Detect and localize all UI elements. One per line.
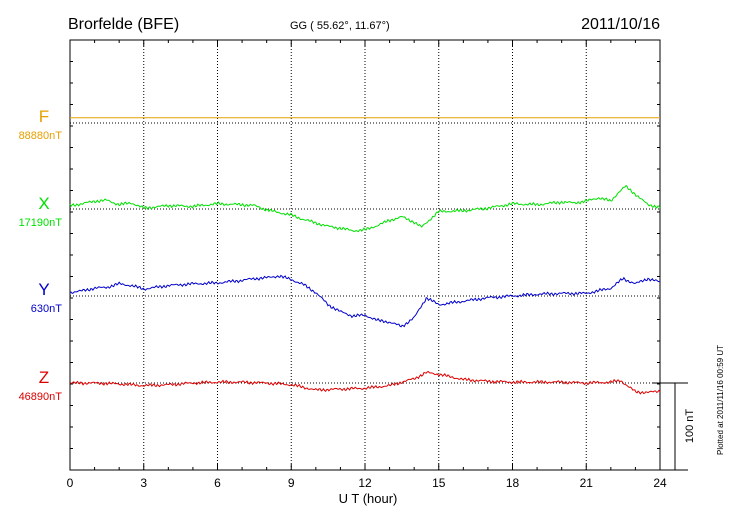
series-line-X <box>69 184 661 233</box>
scale-bar: 100 nT <box>652 382 696 471</box>
scale-bar-label: 100 nT <box>684 409 696 444</box>
x-tick-label: 0 <box>67 476 74 490</box>
series-baseline-X: 17190nT <box>19 217 63 229</box>
x-tick-labels: 0 3 6 9 12 15 18 21 24 <box>67 476 667 490</box>
coordinates-label: GG ( 55.62°, 11.67°) <box>290 20 390 32</box>
x-tick-label: 18 <box>506 476 520 490</box>
series-group <box>69 117 661 395</box>
x-tick-label: 3 <box>140 476 147 490</box>
x-tick-label: 21 <box>580 476 594 490</box>
plot-frame <box>69 39 661 471</box>
series-line-Y <box>69 274 661 328</box>
series-name-F: F <box>39 107 49 126</box>
grid-lines <box>70 40 660 470</box>
series-baseline-F: 88880nT <box>19 130 63 142</box>
axis-ticks <box>69 40 661 470</box>
x-tick-label: 24 <box>653 476 667 490</box>
x-tick-label: 15 <box>432 476 446 490</box>
x-tick-label: 6 <box>214 476 221 490</box>
series-line-Z <box>69 371 661 395</box>
series-name-X: X <box>38 194 49 213</box>
station-title: Brorfelde (BFE) <box>68 16 179 33</box>
x-tick-label: 9 <box>288 476 295 490</box>
series-labels: F 88880nT X 17190nT Y 630nT Z 46890nT <box>19 107 63 403</box>
x-axis-label: U T (hour) <box>339 491 398 506</box>
date-label: 2011/10/16 <box>581 16 660 33</box>
series-name-Z: Z <box>39 368 49 387</box>
plotted-at-note: Plotted at 2011/11/16 00:59 UT <box>716 345 725 455</box>
x-tick-label: 12 <box>358 476 372 490</box>
series-baseline-Y: 630nT <box>31 303 62 315</box>
series-name-Y: Y <box>38 280 49 299</box>
series-baseline-Z: 46890nT <box>19 391 63 403</box>
